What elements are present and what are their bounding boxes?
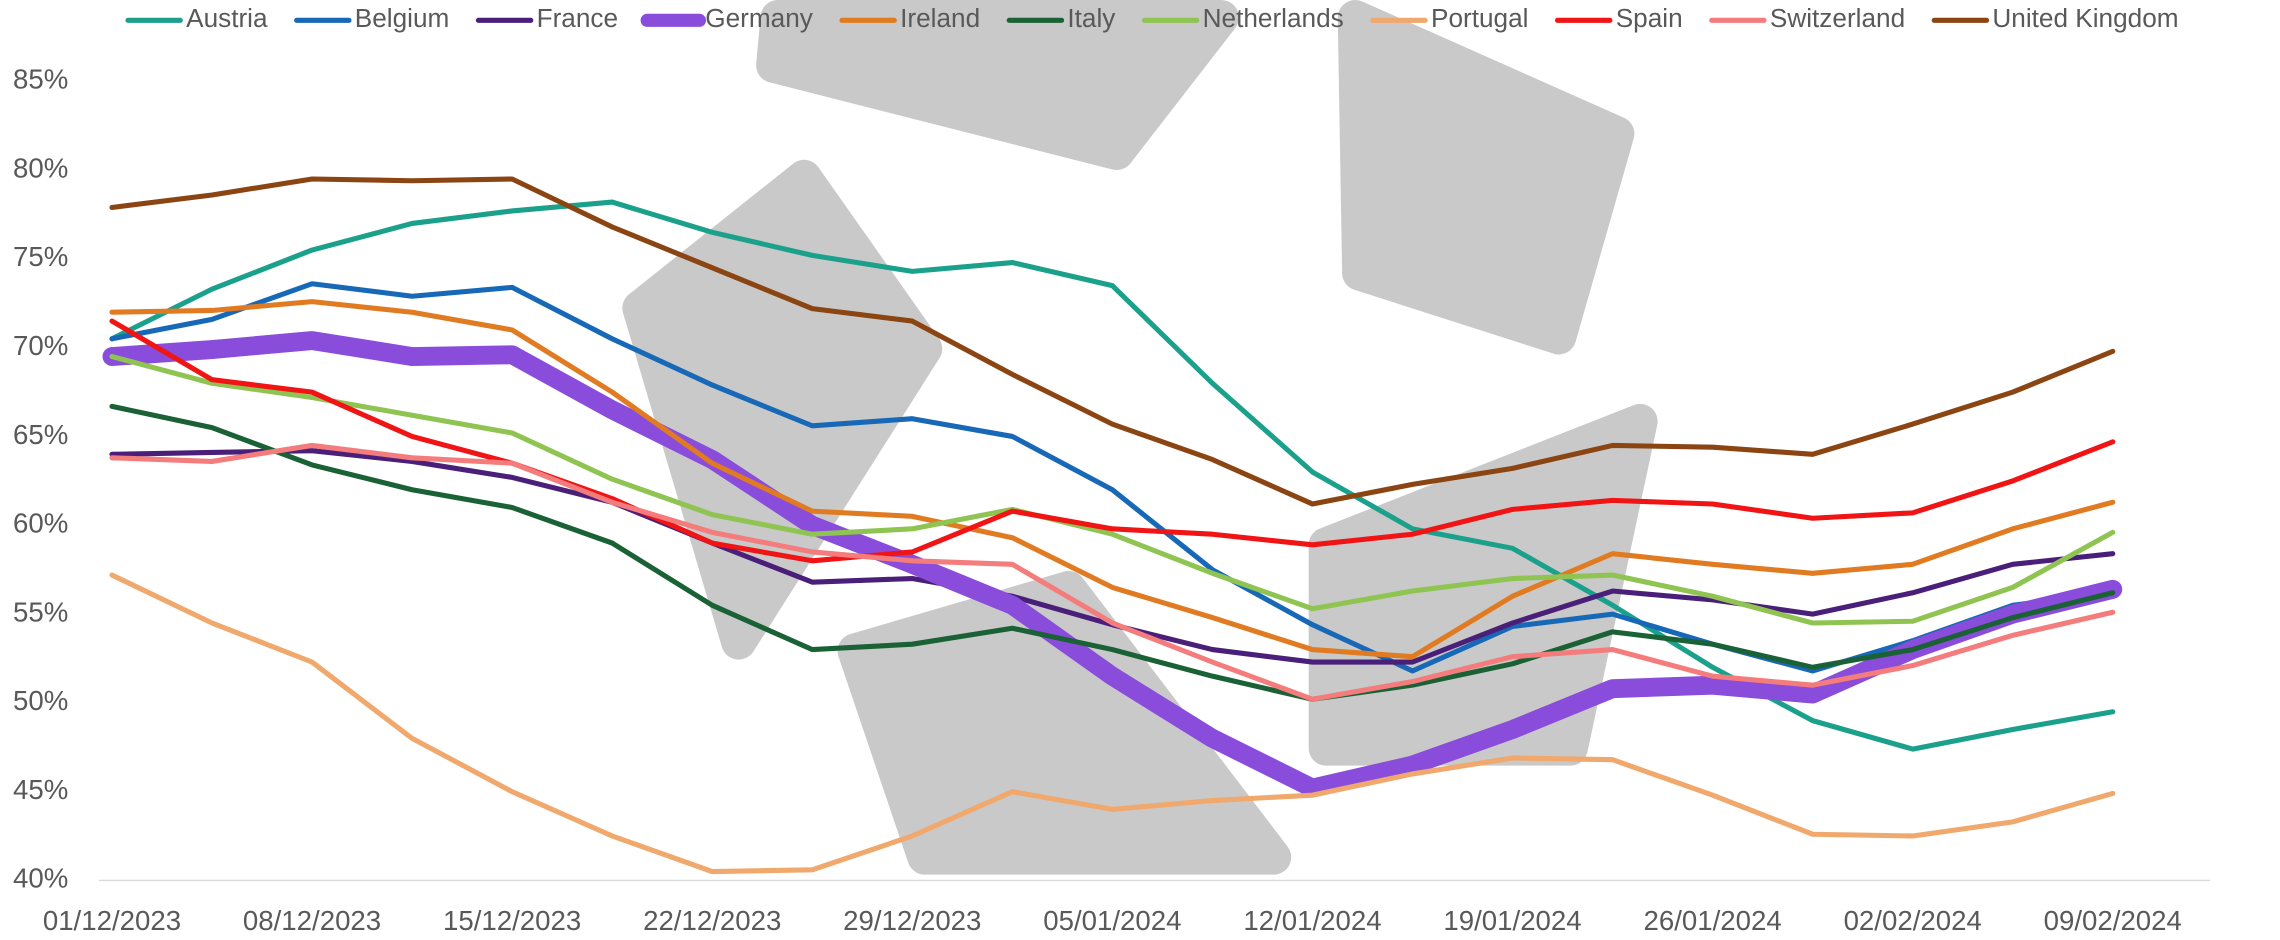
y-tick-label: 65% (13, 419, 68, 450)
x-tick-label: 29/12/2023 (843, 905, 981, 936)
y-tick-label: 80% (13, 152, 68, 183)
x-tick-label: 01/12/2023 (43, 905, 181, 936)
legend-label: Italy (1067, 3, 1116, 33)
legend-label: France (537, 3, 618, 33)
x-tick-label: 05/01/2024 (1043, 905, 1181, 936)
legend-item: Austria (128, 3, 268, 33)
x-tick-label: 22/12/2023 (643, 905, 781, 936)
y-tick-label: 40% (13, 863, 68, 894)
y-tick-label: 55% (13, 596, 68, 627)
x-tick-label: 02/02/2024 (1844, 905, 1982, 936)
legend-label: Austria (186, 3, 268, 33)
x-tick-label: 12/01/2024 (1243, 905, 1381, 936)
x-tick-label: 26/01/2024 (1643, 905, 1781, 936)
y-tick-label: 75% (13, 241, 68, 272)
x-tick-label: 15/12/2023 (443, 905, 581, 936)
y-tick-label: 45% (13, 774, 68, 805)
y-tick-label: 70% (13, 330, 68, 361)
x-tick-label: 09/02/2024 (2044, 905, 2182, 936)
legend-label: Portugal (1431, 3, 1528, 33)
y-tick-label: 50% (13, 685, 68, 716)
legend-label: Ireland (900, 3, 980, 33)
legend-label: Switzerland (1770, 3, 1905, 33)
legend-label: Germany (705, 3, 814, 33)
legend-item: Spain (1558, 3, 1683, 33)
legend-item: Belgium (297, 3, 450, 33)
legend-label: Spain (1616, 3, 1683, 33)
legend-label: United Kingdom (1992, 3, 2178, 33)
y-tick-label: 60% (13, 508, 68, 539)
legend-item: Switzerland (1712, 3, 1905, 33)
legend-label: Netherlands (1203, 3, 1344, 33)
legend-item: Germany (647, 3, 814, 33)
legend-label: Belgium (355, 3, 450, 33)
x-tick-label: 19/01/2024 (1443, 905, 1581, 936)
legend-item: France (478, 3, 618, 33)
legend-item: United Kingdom (1934, 3, 2178, 33)
y-tick-label: 85% (13, 64, 68, 95)
chart: 40% 45% 50% 55% 60% 65% 70% 75% 80% 85% 01/12/2023… (0, 0, 2280, 940)
x-tick-label: 08/12/2023 (243, 905, 381, 936)
